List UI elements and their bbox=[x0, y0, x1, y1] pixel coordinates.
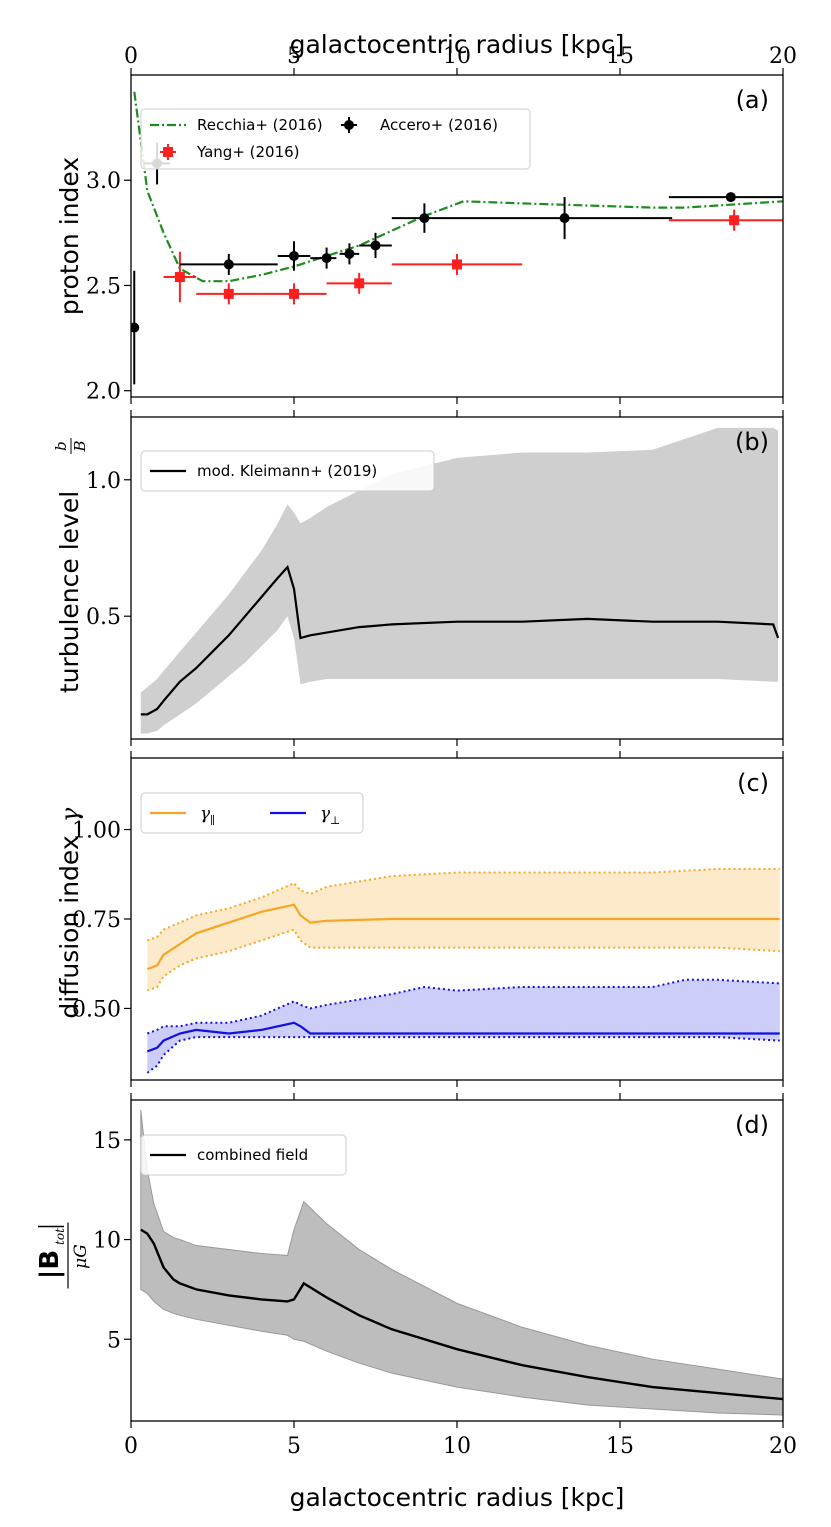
accero-point bbox=[419, 213, 430, 224]
panel-tag: (d) bbox=[735, 1111, 769, 1139]
legend-gamma-perp-label: γ bbox=[320, 804, 331, 824]
plot-area bbox=[140, 427, 780, 734]
yang-point bbox=[289, 288, 299, 299]
x-tick-label-top: 15 bbox=[606, 44, 634, 69]
y-axis-denominator: μG bbox=[71, 1244, 91, 1269]
legend-box bbox=[140, 108, 531, 170]
legend-box bbox=[140, 1134, 347, 1176]
yang-point bbox=[729, 215, 740, 226]
legend-gamma-par-subscript: ∥ bbox=[210, 814, 215, 827]
legend-yang-marker bbox=[163, 147, 173, 157]
gamma-perpendicular-lower-line bbox=[146, 1036, 780, 1074]
legend-label: mod. Kleimann+ (2019) bbox=[197, 462, 377, 480]
yang-point bbox=[452, 259, 462, 270]
y-axis-subscript: tot bbox=[53, 1228, 67, 1245]
accero-point bbox=[289, 250, 299, 261]
y-tick-label: 0.5 bbox=[86, 605, 121, 630]
x-tick-label-top: 5 bbox=[287, 44, 301, 69]
y-tick-label: 1.00 bbox=[72, 819, 121, 844]
plot-area bbox=[146, 867, 780, 1074]
accero-point bbox=[559, 213, 570, 224]
y-tick-label: 10 bbox=[93, 1229, 121, 1254]
x-tick-label-top: 0 bbox=[124, 44, 138, 69]
legend-recchia-label: Recchia+ (2016) bbox=[197, 116, 323, 134]
legend-gamma-perp-subscript: ⊥ bbox=[330, 814, 340, 827]
y-axis-title-text: turbulence level bbox=[55, 491, 84, 693]
legend-box bbox=[140, 450, 435, 492]
gamma-perpendicular-band bbox=[147, 979, 780, 1073]
legend-box bbox=[140, 792, 364, 834]
legend: γ ∥ γ ⊥ bbox=[140, 792, 364, 834]
plot-area bbox=[140, 1109, 783, 1416]
gamma-perpendicular-mean-line bbox=[146, 1021, 780, 1053]
y-tick-label: 5 bbox=[107, 1328, 121, 1353]
legend: combined field bbox=[140, 1134, 347, 1176]
gamma-parallel-mean-line bbox=[146, 903, 780, 971]
x-tick-label: 20 bbox=[769, 1434, 797, 1459]
x-tick-label: 10 bbox=[443, 1434, 471, 1459]
bottom-x-axis-title: galactocentric radius [kpc] bbox=[290, 1483, 625, 1512]
y-tick-label: 1.0 bbox=[86, 469, 121, 494]
yang-point bbox=[174, 272, 185, 283]
turbulence-band bbox=[140, 427, 779, 734]
yang-point bbox=[354, 278, 365, 289]
legend: mod. Kleimann+ (2019) bbox=[140, 450, 435, 492]
yang-point bbox=[223, 288, 234, 299]
accero-point bbox=[131, 322, 140, 333]
x-tick-label: 0 bbox=[124, 1434, 138, 1459]
accero-point bbox=[223, 259, 234, 270]
legend-accero-label: Accero+ (2016) bbox=[380, 116, 498, 134]
y-axis-title-text: diffusion index bbox=[55, 835, 84, 1018]
field-mean-line bbox=[140, 1228, 783, 1401]
y-axis-frac-den: B bbox=[71, 440, 89, 452]
x-tick-label-top: 20 bbox=[769, 44, 797, 69]
y-axis-frac-num: b bbox=[52, 441, 70, 451]
field-band bbox=[140, 1109, 783, 1416]
y-axis-title: diffusion index γ bbox=[55, 807, 84, 1019]
x-tick-label-top: 10 bbox=[443, 44, 471, 69]
y-axis-title: turbulence level b B bbox=[52, 438, 89, 693]
y-tick-label: 3.0 bbox=[86, 169, 121, 194]
gamma-parallel-lower-line bbox=[146, 928, 780, 992]
legend-label: combined field bbox=[197, 1146, 308, 1164]
legend: Recchia+ (2016) Yang+ (2016) Accero+ (2016… bbox=[140, 108, 531, 170]
accero-point bbox=[344, 248, 355, 259]
panel-a-proton-index: 0 5 10 15 20 2.0 2.5 3.0 (a) proton index Recchia+… bbox=[55, 44, 797, 405]
legend-yang-label: Yang+ (2016) bbox=[196, 143, 300, 161]
accero-point bbox=[725, 192, 736, 203]
y-tick-label: 0.75 bbox=[72, 908, 121, 933]
panel-tag: (b) bbox=[735, 428, 769, 456]
legend-gamma-par-label: γ bbox=[200, 804, 211, 824]
panel-tag: (a) bbox=[736, 86, 769, 114]
top-x-axis-title: galactocentric radius [kpc] bbox=[290, 30, 625, 59]
x-tick-label: 5 bbox=[287, 1434, 301, 1459]
panel-tag: (c) bbox=[737, 769, 769, 797]
y-axis-symbol: γ bbox=[56, 807, 84, 822]
accero-point bbox=[321, 253, 332, 264]
accero-point bbox=[370, 240, 381, 251]
y-axis-numerator: |B bbox=[35, 1250, 65, 1279]
turbulence-mean-line bbox=[140, 564, 780, 716]
y-tick-label: 2.5 bbox=[86, 274, 121, 299]
gamma-perpendicular-upper-line bbox=[146, 978, 780, 1035]
y-tick-label: 15 bbox=[93, 1129, 121, 1154]
y-tick-label: 0.50 bbox=[72, 997, 121, 1022]
x-tick-label: 15 bbox=[606, 1434, 634, 1459]
legend-accero-marker bbox=[344, 120, 354, 130]
y-axis-title: proton index bbox=[55, 157, 84, 315]
gamma-parallel-band bbox=[147, 868, 780, 991]
y-tick-label: 2.0 bbox=[86, 380, 121, 405]
